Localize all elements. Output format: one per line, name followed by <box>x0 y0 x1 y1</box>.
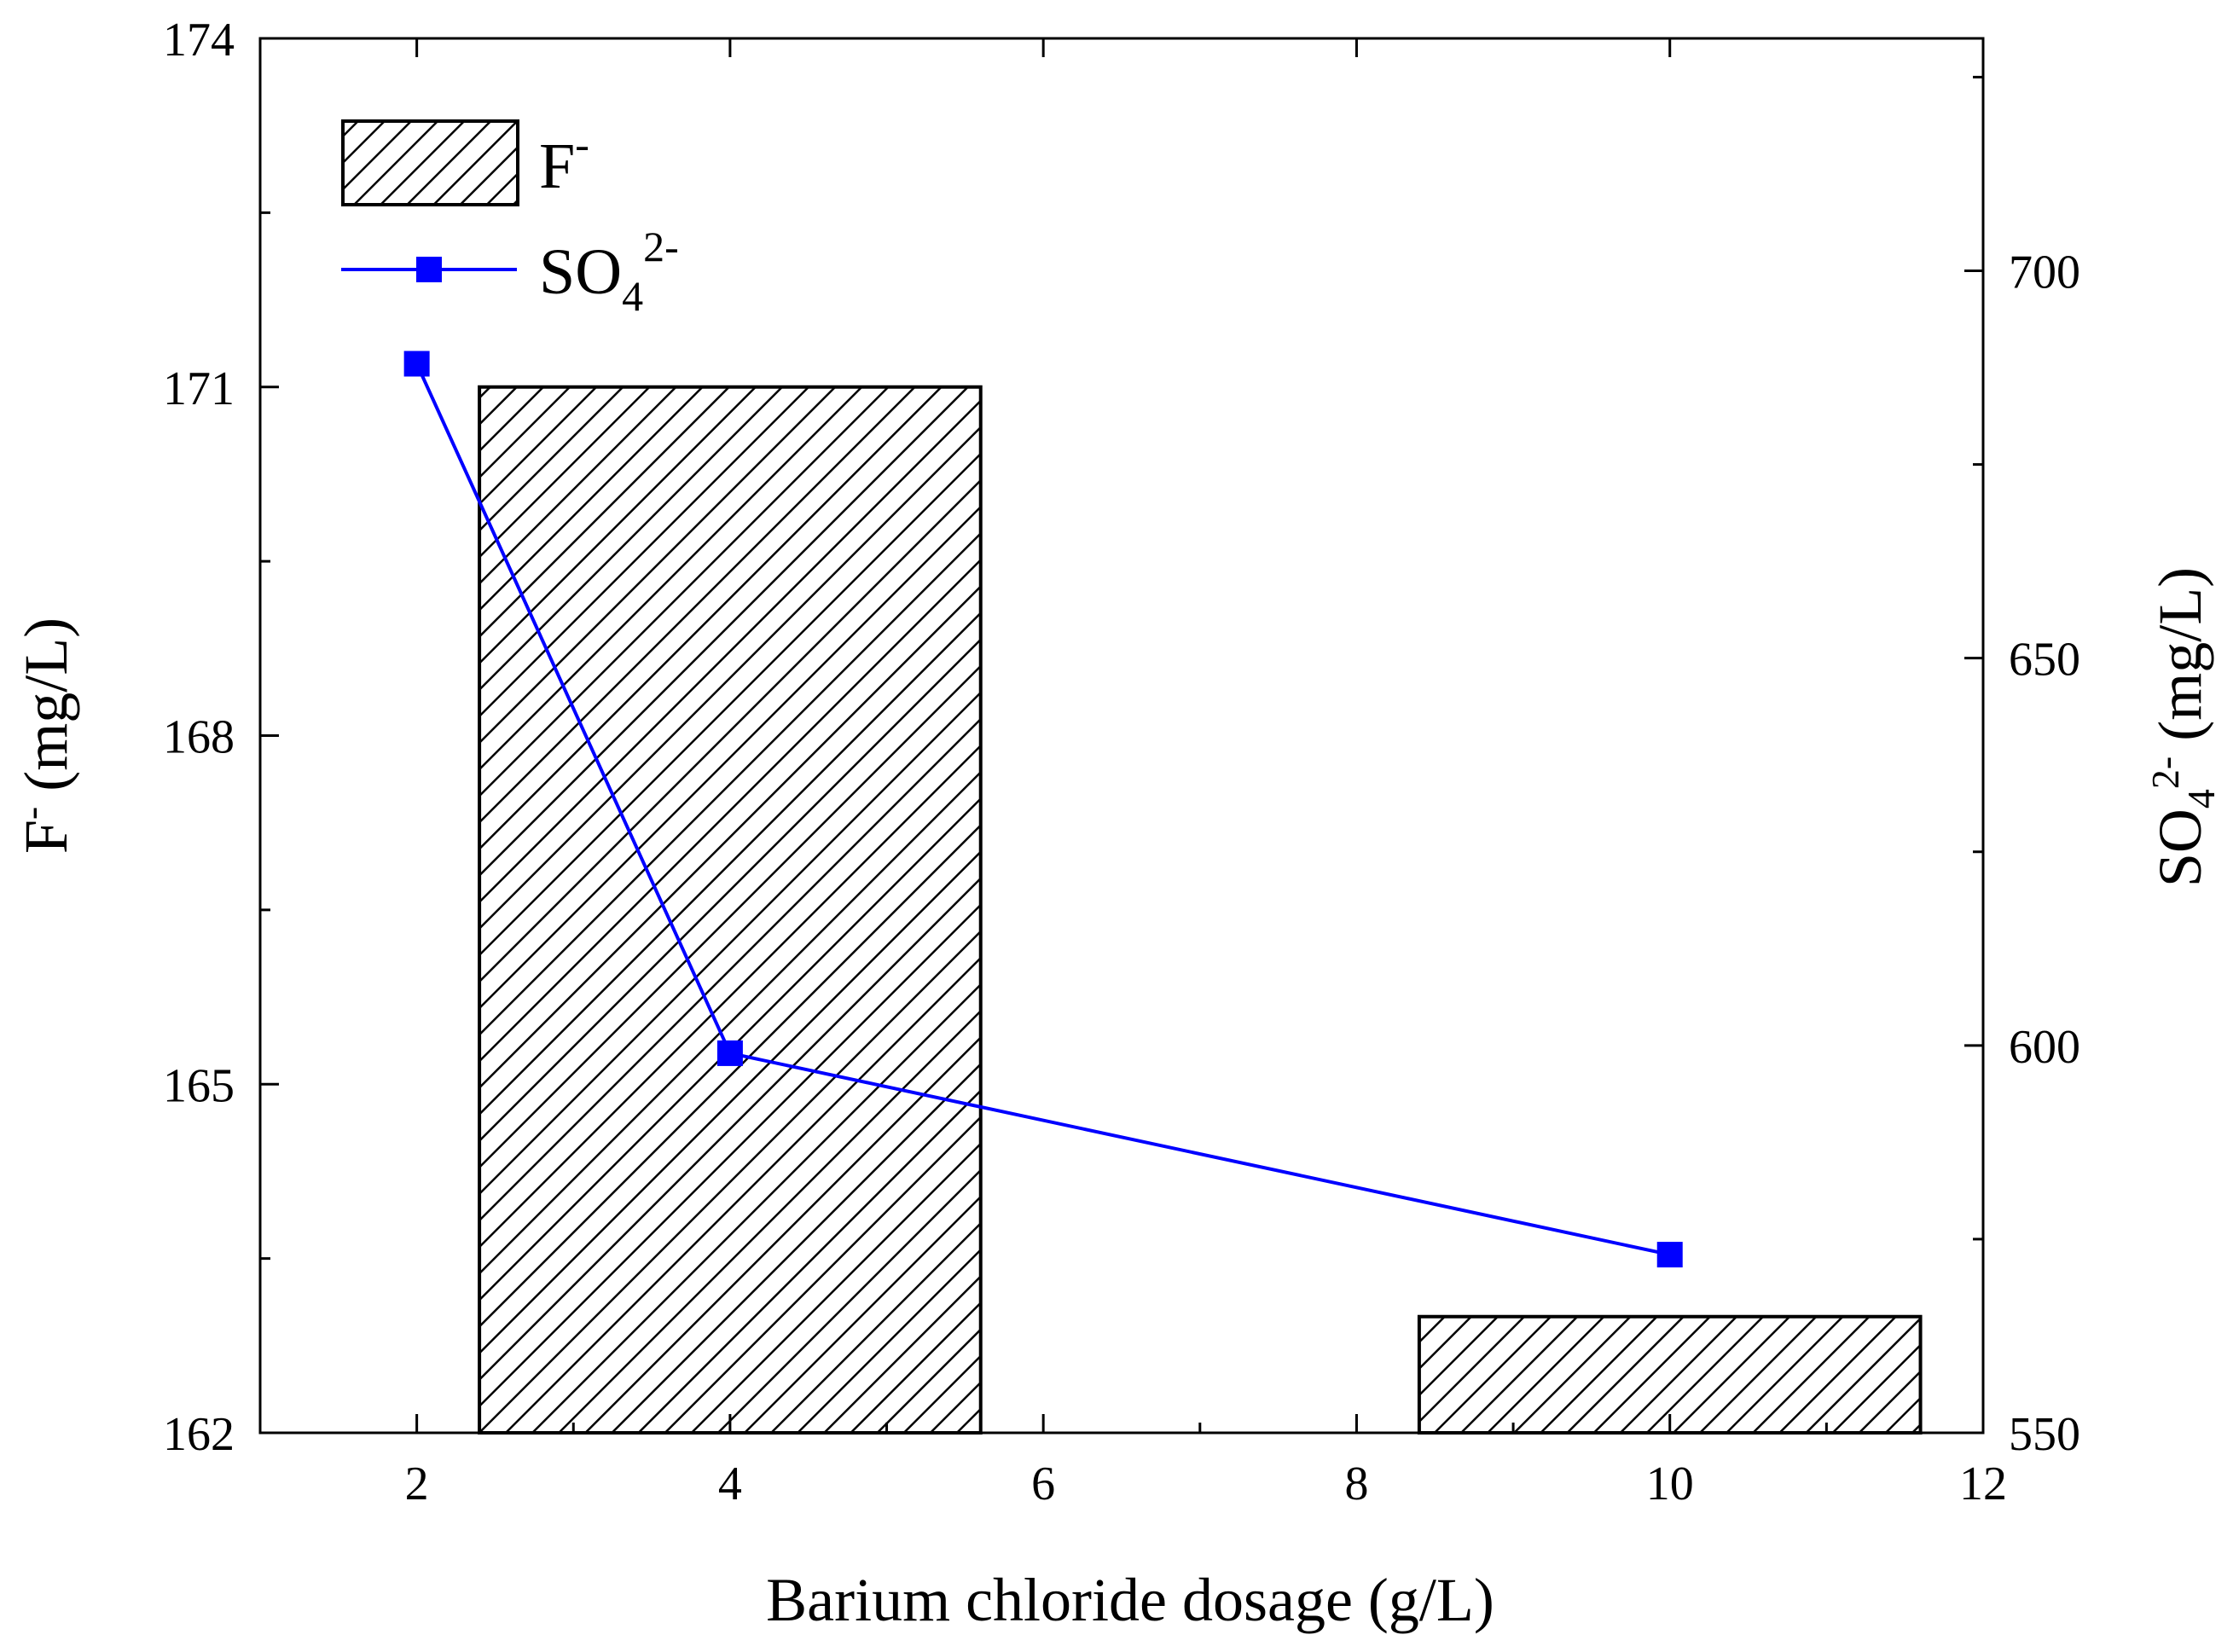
y-right-title-unit: (mg/L) <box>2146 567 2214 756</box>
so4-point-0 <box>403 351 430 377</box>
bar-f-0 <box>478 385 983 1435</box>
legend-swatch-bar <box>341 119 519 206</box>
y-right-title-sup: 2- <box>2143 756 2187 789</box>
legend-so4-main: SO <box>539 236 622 308</box>
bar-f-1 <box>1417 1314 1923 1435</box>
x-tick-label: 8 <box>1344 1458 1368 1510</box>
y-left-tick-label: 168 <box>163 711 235 764</box>
x-tick-label: 2 <box>405 1458 429 1510</box>
y-left-title-unit: (mg/L) <box>12 617 80 807</box>
x-tick-label: 10 <box>1646 1458 1694 1510</box>
x-tick-label: 4 <box>718 1458 742 1510</box>
y-left-tick-label: 171 <box>163 362 235 415</box>
y-right-tick-label: 650 <box>2009 634 2080 687</box>
legend-so4-sub: 4 <box>622 272 643 320</box>
legend-f-main: F <box>539 130 575 202</box>
y-left-title-sup: - <box>9 807 53 820</box>
y-right-tick-label: 700 <box>2009 246 2080 299</box>
y-left-title-main: F <box>12 820 80 854</box>
y-left-tick-label: 174 <box>163 14 235 67</box>
x-tick-label: 12 <box>1959 1458 2007 1510</box>
y-right-title-sub: 4 <box>2179 789 2223 809</box>
x-axis-title: Barium chloride dosage (g/L) <box>766 1566 1494 1634</box>
y-left-tick-label: 165 <box>163 1059 235 1112</box>
legend-swatch-marker <box>416 257 442 282</box>
y-right-tick-label: 550 <box>2009 1408 2080 1461</box>
legend-label-so4: SO42- <box>539 223 679 320</box>
legend-so4-sup: 2- <box>643 223 679 270</box>
y-left-axis-title: F- (mg/L) <box>9 617 80 854</box>
y-left-tick-label: 162 <box>163 1408 235 1461</box>
so4-point-2 <box>1656 1242 1683 1268</box>
legend-label-f: F- <box>539 120 589 202</box>
legend-f-sup: - <box>575 120 589 168</box>
y-right-tick-label: 600 <box>2009 1021 2080 1074</box>
y-right-axis-title: SO42- (mg/L) <box>2143 567 2223 887</box>
x-tick-label: 6 <box>1031 1458 1055 1510</box>
so4-point-1 <box>716 1040 743 1066</box>
y-right-title-main: SO <box>2146 809 2214 887</box>
